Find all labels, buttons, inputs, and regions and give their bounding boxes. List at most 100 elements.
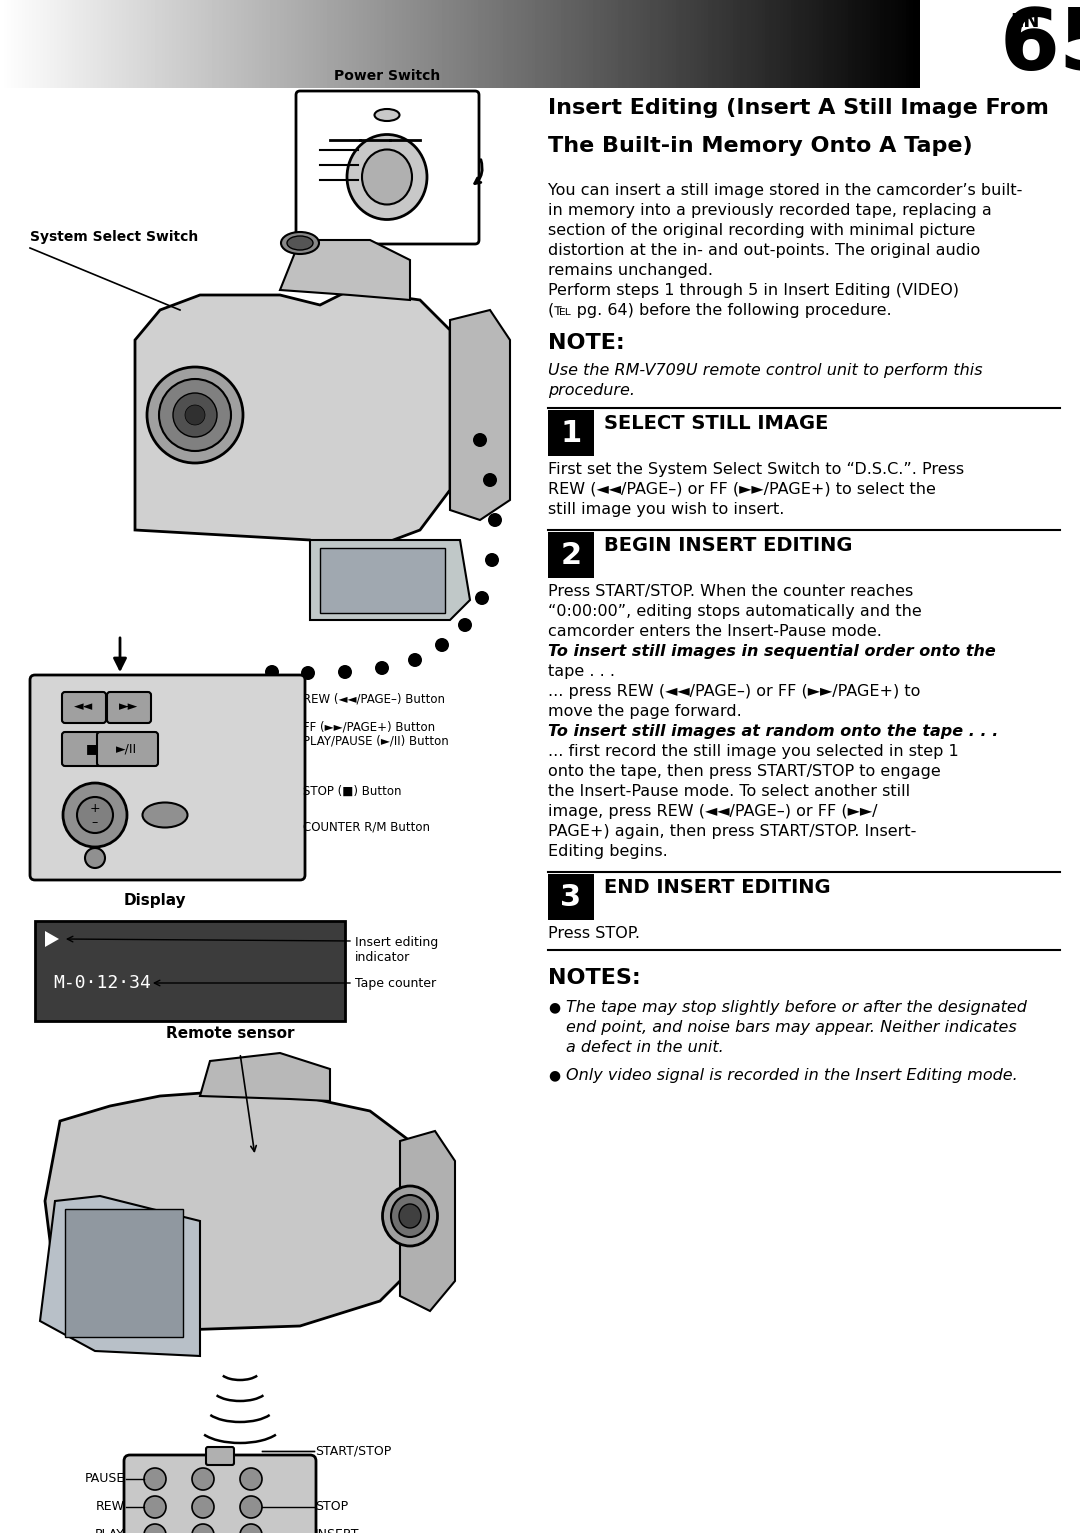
Text: ●: ● [548, 1069, 561, 1082]
Text: section of the original recording with minimal picture: section of the original recording with m… [548, 222, 975, 238]
Circle shape [192, 1469, 214, 1490]
Text: M-0·12·34: M-0·12·34 [53, 973, 151, 992]
Bar [35, 921, 345, 1021]
Circle shape [240, 1524, 262, 1533]
Polygon shape [400, 1131, 455, 1311]
Bar [65, 1210, 183, 1337]
Circle shape [473, 432, 487, 448]
Text: NOTES:: NOTES: [548, 967, 640, 987]
Circle shape [408, 653, 422, 667]
Text: 3: 3 [561, 883, 581, 912]
Circle shape [173, 392, 217, 437]
Circle shape [77, 797, 113, 832]
Text: Perform steps 1 through 5 in Insert Editing (VIDEO): Perform steps 1 through 5 in Insert Edit… [548, 284, 959, 297]
Circle shape [265, 665, 279, 679]
Text: 1: 1 [561, 419, 582, 448]
Text: Tape counter: Tape counter [355, 977, 436, 989]
Ellipse shape [347, 135, 427, 219]
Text: Editing begins.: Editing begins. [548, 845, 667, 858]
Text: ►/II: ►/II [117, 742, 137, 756]
Text: ◄◄: ◄◄ [75, 701, 94, 713]
Polygon shape [40, 1196, 200, 1357]
Circle shape [475, 592, 489, 606]
Ellipse shape [281, 231, 319, 254]
Circle shape [488, 514, 502, 527]
Text: PAUSE: PAUSE [84, 1473, 125, 1485]
Text: +: + [90, 802, 100, 814]
Text: Press STOP.: Press STOP. [548, 926, 640, 941]
Text: “0:00:00”, editing stops automatically and the: “0:00:00”, editing stops automatically a… [548, 604, 921, 619]
Circle shape [240, 1496, 262, 1518]
Text: Insert editing
indicator: Insert editing indicator [355, 937, 438, 964]
FancyBboxPatch shape [124, 1455, 316, 1533]
Circle shape [301, 665, 315, 681]
Text: 2: 2 [561, 541, 581, 569]
Circle shape [338, 665, 352, 679]
Bar [548, 532, 594, 578]
Polygon shape [200, 1053, 330, 1101]
Text: Remote sensor: Remote sensor [165, 1026, 294, 1041]
Text: procedure.: procedure. [548, 383, 635, 399]
Circle shape [144, 1469, 166, 1490]
Circle shape [483, 474, 497, 487]
Text: Insert Editing (Insert A Still Image From: Insert Editing (Insert A Still Image Fro… [548, 98, 1049, 118]
FancyBboxPatch shape [62, 731, 123, 766]
FancyBboxPatch shape [30, 675, 305, 880]
Polygon shape [450, 310, 510, 520]
Bar [548, 874, 594, 920]
Text: SELECT STILL IMAGE: SELECT STILL IMAGE [604, 414, 828, 432]
Circle shape [485, 553, 499, 567]
Circle shape [185, 405, 205, 425]
Circle shape [159, 379, 231, 451]
Text: in memory into a previously recorded tape, replacing a: in memory into a previously recorded tap… [548, 202, 991, 218]
Text: ►►: ►► [120, 701, 138, 713]
Text: REW (◄◄/PAGE–) or FF (►►/PAGE+) to select the: REW (◄◄/PAGE–) or FF (►►/PAGE+) to selec… [548, 481, 936, 497]
Text: System Select Switch: System Select Switch [30, 230, 199, 244]
Text: PAGE+) again, then press START/STOP. Insert-: PAGE+) again, then press START/STOP. Ins… [548, 825, 916, 839]
Text: First set the System Select Switch to “D.S.C.”. Press: First set the System Select Switch to “D… [548, 461, 964, 477]
Circle shape [144, 1524, 166, 1533]
Circle shape [375, 661, 389, 675]
FancyBboxPatch shape [62, 691, 106, 724]
Text: INSERT: INSERT [315, 1528, 360, 1533]
Text: START/STOP: START/STOP [315, 1444, 391, 1458]
FancyBboxPatch shape [206, 1447, 234, 1466]
Circle shape [144, 1496, 166, 1518]
Circle shape [147, 366, 243, 463]
Polygon shape [310, 540, 470, 619]
Ellipse shape [399, 1203, 421, 1228]
Text: the Insert-Pause mode. To select another still: the Insert-Pause mode. To select another… [548, 783, 910, 799]
Text: 65: 65 [1000, 5, 1080, 87]
Ellipse shape [382, 1187, 437, 1246]
Text: camcorder enters the Insert-Pause mode.: camcorder enters the Insert-Pause mode. [548, 624, 882, 639]
Text: REW (◄◄/PAGE–) Button: REW (◄◄/PAGE–) Button [303, 693, 445, 707]
Text: You can insert a still image stored in the camcorder’s built-: You can insert a still image stored in t… [548, 182, 1023, 198]
Polygon shape [280, 241, 410, 300]
Text: COUNTER R/M Button: COUNTER R/M Button [303, 820, 430, 832]
Circle shape [458, 618, 472, 632]
FancyBboxPatch shape [97, 731, 158, 766]
Text: To insert still images in sequential order onto the: To insert still images in sequential ord… [548, 644, 996, 659]
Circle shape [63, 783, 127, 848]
Text: The tape may stop slightly before or after the designated: The tape may stop slightly before or aft… [566, 1000, 1027, 1015]
Bar [920, 0, 1080, 87]
FancyBboxPatch shape [107, 691, 151, 724]
Ellipse shape [143, 802, 188, 828]
Text: image, press REW (◄◄/PAGE–) or FF (►►/: image, press REW (◄◄/PAGE–) or FF (►►/ [548, 803, 877, 819]
Text: PLAY/PAUSE (►/II) Button: PLAY/PAUSE (►/II) Button [303, 734, 449, 748]
Text: To insert still images at random onto the tape . . .: To insert still images at random onto th… [548, 724, 998, 739]
Text: end point, and noise bars may appear. Neither indicates: end point, and noise bars may appear. Ne… [566, 1019, 1016, 1035]
Polygon shape [135, 290, 450, 560]
Text: a defect in the unit.: a defect in the unit. [566, 1039, 724, 1055]
Text: move the page forward.: move the page forward. [548, 704, 742, 719]
Ellipse shape [391, 1196, 429, 1237]
Text: FF (►►/PAGE+) Button: FF (►►/PAGE+) Button [303, 721, 435, 733]
Text: PLAY: PLAY [95, 1528, 125, 1533]
Ellipse shape [287, 236, 313, 250]
Text: –: – [92, 817, 98, 829]
Ellipse shape [375, 109, 400, 121]
FancyBboxPatch shape [296, 90, 480, 244]
Circle shape [192, 1524, 214, 1533]
Text: REW: REW [96, 1501, 125, 1513]
Text: STOP (■) Button: STOP (■) Button [303, 785, 402, 799]
